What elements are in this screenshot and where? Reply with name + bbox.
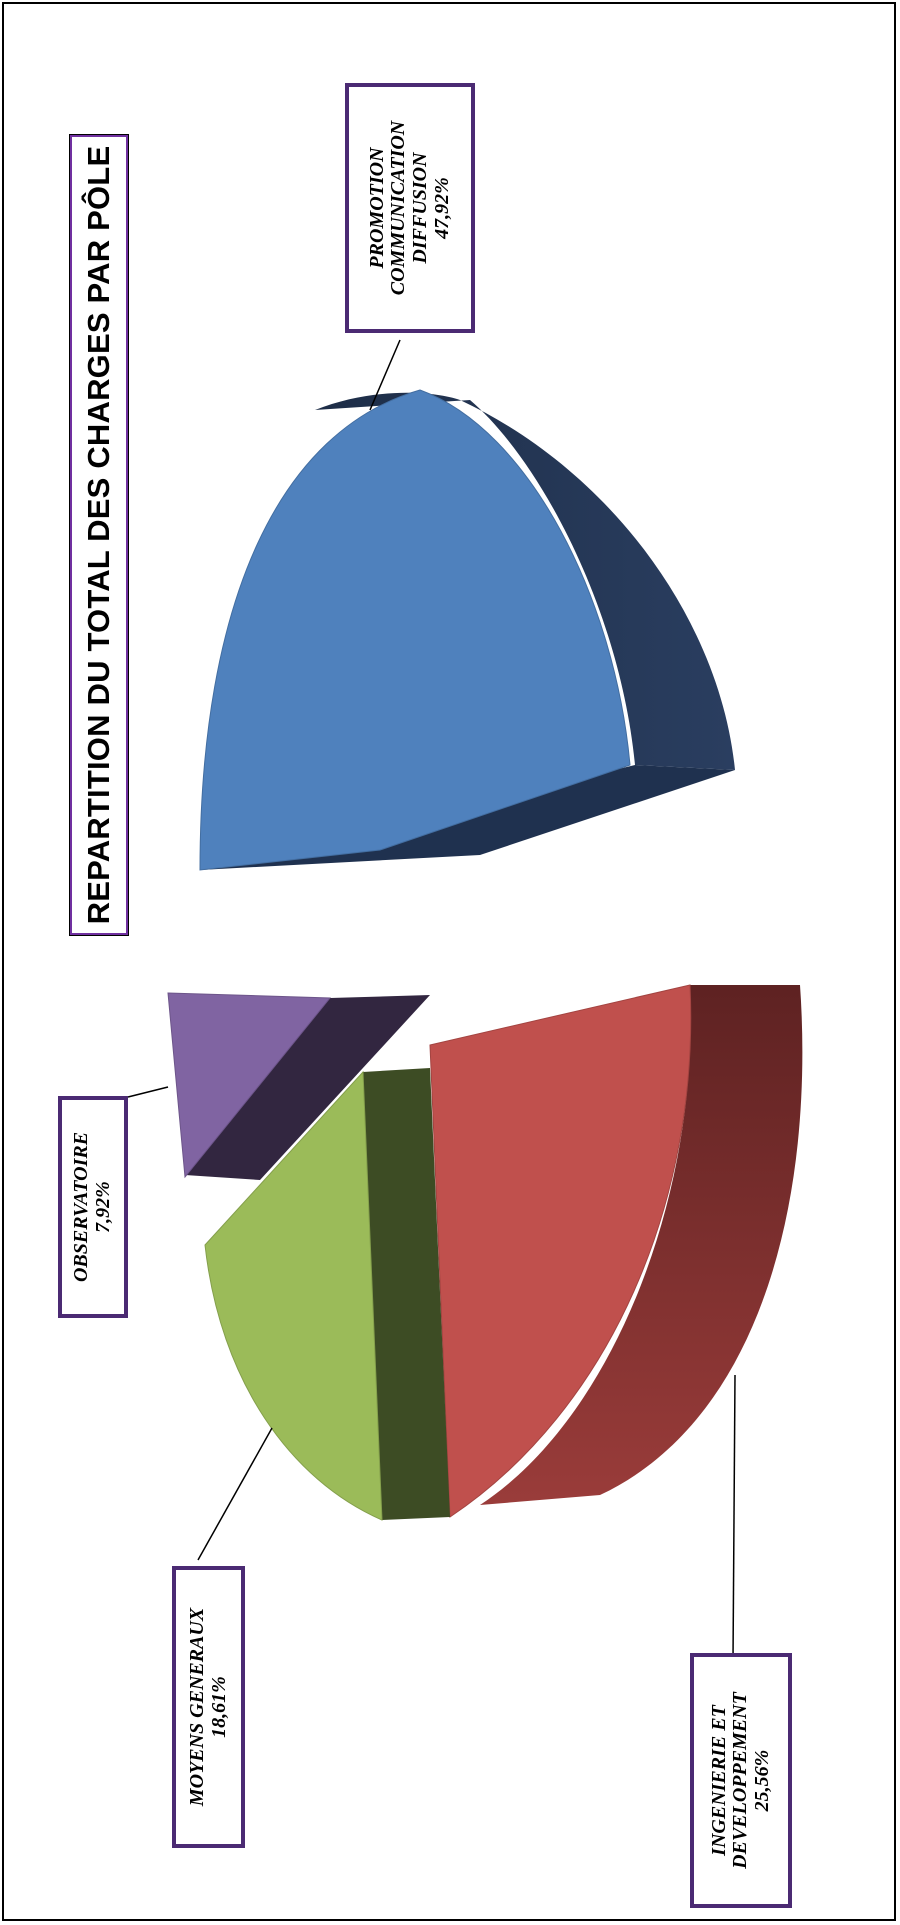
slice-0-top [199,389,631,871]
slice-0-side [315,392,735,770]
data-label-name-line: COMMUNICATION [387,120,410,296]
data-label-name-line: OBSERVATOIRE [70,1131,93,1283]
data-label-observatoire: OBSERVATOIRE 7,92% [58,1096,128,1318]
data-label-name-line: INGENIERIE ET [707,1705,730,1856]
data-label-name-line: DEVELOPPEMENT [729,1692,752,1869]
leader-line-observatoire [127,1086,169,1098]
data-label-value: 25,56% [750,1749,773,1812]
slice-3-top [167,992,332,1179]
slice-2-top [204,1070,383,1521]
leader-line-ingenierie [732,1374,736,1661]
data-label-moyens: MOYENS GENERAUX 18,61% [172,1566,245,1848]
data-label-name-line: PROMOTION [365,147,388,269]
slice-1-side [480,985,803,1505]
data-label-value: 47,92% [430,177,453,239]
data-label-promotion: PROMOTION COMMUNICATION DIFFUSION 47,92% [345,83,475,333]
slice-2-side [363,1068,450,1520]
data-label-name-line: DIFFUSION [409,152,431,264]
data-label-ingenierie: INGENIERIE ET DEVELOPPEMENT 25,56% [690,1653,792,1908]
chart-title: REPARTITION DU TOTAL DES CHARGES PAR PÔL… [81,145,116,925]
data-label-name-line: MOYENS GENERAUX [185,1607,208,1807]
data-label-value: 18,61% [207,1676,230,1738]
data-label-value: 7,92% [92,1181,114,1233]
leader-line-promotion [369,339,401,411]
slice-1-top [429,984,692,1518]
chart-title-box: REPARTITION DU TOTAL DES CHARGES PAR PÔL… [69,121,129,949]
leader-line-moyens [197,1427,273,1561]
slice-3-side [185,995,430,1180]
